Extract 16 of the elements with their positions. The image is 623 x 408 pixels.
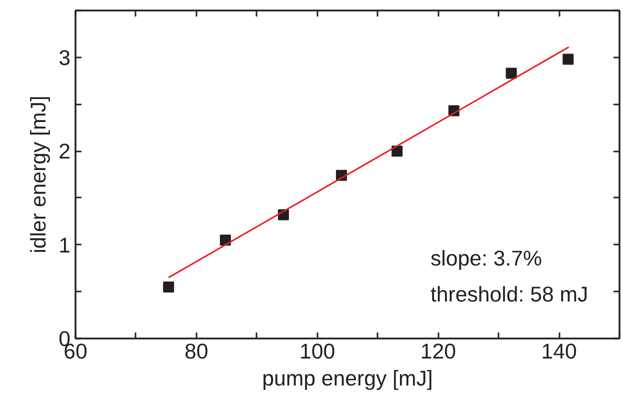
x-tick-label: 120 [420, 340, 456, 364]
y-tick-label: 1 [58, 233, 71, 258]
annotation: threshold: 58 mJ [430, 282, 588, 306]
x-tick-label: 80 [184, 340, 208, 364]
y-tick-label: 3 [58, 46, 71, 70]
y-tick-label: 2 [58, 140, 71, 164]
x-tick-label: 100 [299, 340, 336, 364]
point [562, 54, 574, 65]
x-tick-label: 140 [541, 340, 577, 364]
point [392, 146, 403, 157]
y-axis-title: idler energy [mJ] [26, 96, 51, 254]
x-axis-title: pump energy [mJ] [262, 366, 433, 390]
point [220, 234, 231, 246]
point [506, 68, 517, 79]
point [163, 281, 174, 292]
annotation: slope: 3.7% [430, 246, 542, 270]
